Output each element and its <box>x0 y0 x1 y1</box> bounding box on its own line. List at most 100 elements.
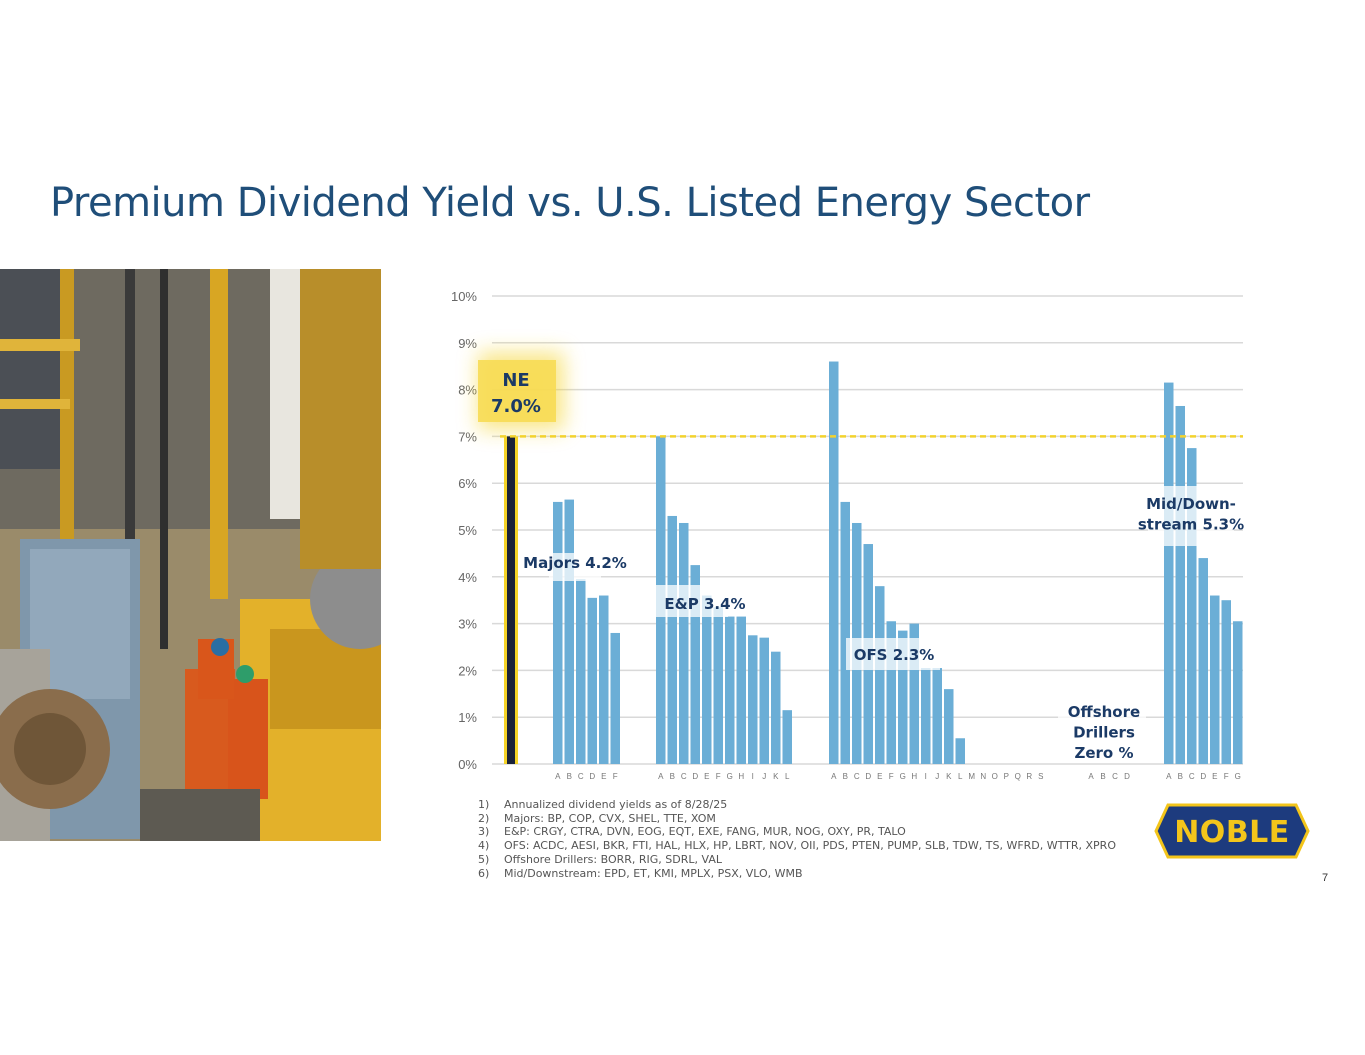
x-tick-label: F <box>889 772 894 781</box>
bar <box>576 579 586 764</box>
bar <box>1221 600 1231 764</box>
footnotes: 1) Annualized dividend yields as of 8/28/… <box>478 798 1116 880</box>
x-tick-label: E <box>1212 772 1217 781</box>
x-tick-label: D <box>589 772 595 781</box>
group-label-background <box>549 553 601 581</box>
x-tick-label: K <box>946 772 952 781</box>
x-tick-label: C <box>1112 772 1118 781</box>
x-tick-label: N <box>980 772 986 781</box>
x-tick-label: D <box>1200 772 1206 781</box>
x-tick-label: B <box>1100 772 1105 781</box>
footnote-number: 4) <box>478 839 490 853</box>
bar <box>587 597 597 764</box>
x-tick-label: A <box>1166 772 1172 781</box>
drilling-rig-photo <box>0 269 381 841</box>
x-tick-label: A <box>555 772 561 781</box>
bar <box>736 616 746 764</box>
x-tick-label: I <box>925 772 927 781</box>
y-tick-label: 6% <box>458 476 477 491</box>
footnote-text: Offshore Drillers: BORR, RIG, SDRL, VAL <box>504 852 722 866</box>
y-tick-label: 9% <box>458 336 477 351</box>
x-tick-label: F <box>716 772 721 781</box>
x-tick-label: G <box>727 772 733 781</box>
footnote-1: 1) Annualized dividend yields as of 8/28/… <box>478 798 1116 812</box>
bar <box>1175 405 1185 764</box>
x-tick-label: A <box>658 772 664 781</box>
bar <box>690 565 700 764</box>
page-number: 7 <box>1322 872 1329 884</box>
bar <box>748 635 758 764</box>
ne-value-label: 7.0% <box>491 396 541 417</box>
footnote-4: 4) OFS: ACDC, AESI, BKR, FTI, HAL, HLX, H… <box>478 839 1116 853</box>
group-label: Zero % <box>1074 744 1133 762</box>
bar <box>886 621 896 764</box>
x-tick-label: B <box>1178 772 1183 781</box>
noble-logo: NOBLE <box>1154 803 1310 859</box>
footnote-3: 3) E&P: CRGY, CTRA, DVN, EOG, EQT, EXE, F… <box>478 825 1116 839</box>
footnote-number: 3) <box>478 825 490 839</box>
x-tick-label: D <box>1124 772 1130 781</box>
bar <box>909 623 919 764</box>
bar <box>782 710 792 764</box>
y-tick-label: 8% <box>458 383 477 398</box>
x-tick-label: C <box>578 772 584 781</box>
bar <box>875 586 885 764</box>
x-tick-label: H <box>738 772 744 781</box>
footnote-text: E&P: CRGY, CTRA, DVN, EOG, EQT, EXE, FAN… <box>504 825 906 839</box>
x-tick-label: F <box>1224 772 1229 781</box>
group-label-background <box>1148 486 1234 546</box>
x-tick-label: J <box>935 772 939 781</box>
x-tick-label: D <box>692 772 698 781</box>
bar <box>955 738 965 764</box>
bar <box>564 499 574 764</box>
x-tick-label: A <box>1088 772 1094 781</box>
group-label-background <box>656 585 728 617</box>
footnote-6: 6) Mid/Downstream: EPD, ET, KMI, MPLX, PS… <box>478 867 1116 881</box>
group-label: Mid/Down- <box>1146 495 1236 513</box>
x-tick-label: S <box>1038 772 1043 781</box>
x-tick-label: G <box>1235 772 1241 781</box>
y-tick-label: 3% <box>458 617 477 632</box>
group-label: Drillers <box>1073 724 1135 742</box>
x-tick-label: L <box>958 772 963 781</box>
group-label-background <box>846 638 940 670</box>
bar-ne <box>507 436 515 764</box>
x-tick-label: R <box>1026 772 1032 781</box>
x-tick-label: F <box>613 772 618 781</box>
bar <box>553 501 563 764</box>
x-tick-label: C <box>1189 772 1195 781</box>
group-label: E&P 3.4% <box>664 595 745 613</box>
y-tick-label: 7% <box>458 429 477 444</box>
footnote-number: 2) <box>478 811 490 825</box>
x-tick-label: H <box>911 772 917 781</box>
footnote-2: 2) Majors: BP, COP, CVX, SHEL, TTE, XOM <box>478 812 1116 826</box>
bar <box>840 501 850 764</box>
x-tick-label: J <box>762 772 766 781</box>
x-tick-label: I <box>752 772 754 781</box>
bar <box>610 632 620 764</box>
bar <box>1233 621 1243 764</box>
x-tick-label: M <box>968 772 975 781</box>
x-tick-label: B <box>843 772 848 781</box>
bar <box>1164 382 1174 764</box>
bar <box>898 630 908 764</box>
group-label-background <box>1058 700 1146 762</box>
bar <box>932 668 942 764</box>
y-tick-label: 10% <box>451 289 477 304</box>
bar <box>759 637 769 764</box>
ne-highlight-box <box>478 360 556 422</box>
group-label: Offshore <box>1068 703 1140 721</box>
x-tick-label: L <box>785 772 790 781</box>
x-tick-label: C <box>681 772 687 781</box>
footnote-text: Annualized dividend yields as of 8/28/25 <box>504 798 728 811</box>
footnote-text: Majors: BP, COP, CVX, SHEL, TTE, XOM <box>504 811 716 825</box>
bar <box>1210 595 1220 764</box>
bar <box>1187 448 1197 764</box>
bar <box>725 616 735 764</box>
x-tick-label: E <box>877 772 882 781</box>
bar <box>921 668 931 764</box>
bar <box>679 522 689 764</box>
x-tick-label: G <box>900 772 906 781</box>
group-label: OFS 2.3% <box>854 646 935 664</box>
group-label: stream 5.3% <box>1138 516 1244 534</box>
